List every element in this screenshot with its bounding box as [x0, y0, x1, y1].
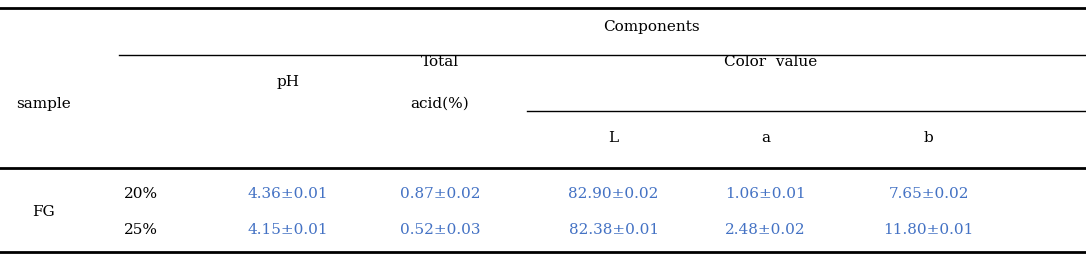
Text: 82.90±0.02: 82.90±0.02	[568, 187, 659, 201]
Text: sample: sample	[16, 97, 71, 111]
Text: 4.36±0.01: 4.36±0.01	[248, 187, 328, 201]
Text: a: a	[761, 131, 770, 145]
Text: pH: pH	[276, 75, 300, 89]
Text: b: b	[924, 131, 933, 145]
Text: 0.87±0.02: 0.87±0.02	[400, 187, 480, 201]
Text: Components: Components	[604, 20, 699, 34]
Text: Total: Total	[420, 55, 459, 69]
Text: Color  value: Color value	[724, 55, 818, 69]
Text: 4.15±0.01: 4.15±0.01	[248, 223, 328, 237]
Text: 2.48±0.02: 2.48±0.02	[725, 223, 806, 237]
Text: 25%: 25%	[124, 223, 159, 237]
Text: 1.06±0.01: 1.06±0.01	[725, 187, 806, 201]
Text: FG: FG	[33, 205, 54, 219]
Text: 7.65±0.02: 7.65±0.02	[888, 187, 969, 201]
Text: 11.80±0.01: 11.80±0.01	[883, 223, 974, 237]
Text: L: L	[608, 131, 619, 145]
Text: 82.38±0.01: 82.38±0.01	[569, 223, 658, 237]
Text: 20%: 20%	[124, 187, 159, 201]
Text: 0.52±0.03: 0.52±0.03	[400, 223, 480, 237]
Text: acid(%): acid(%)	[411, 97, 469, 111]
